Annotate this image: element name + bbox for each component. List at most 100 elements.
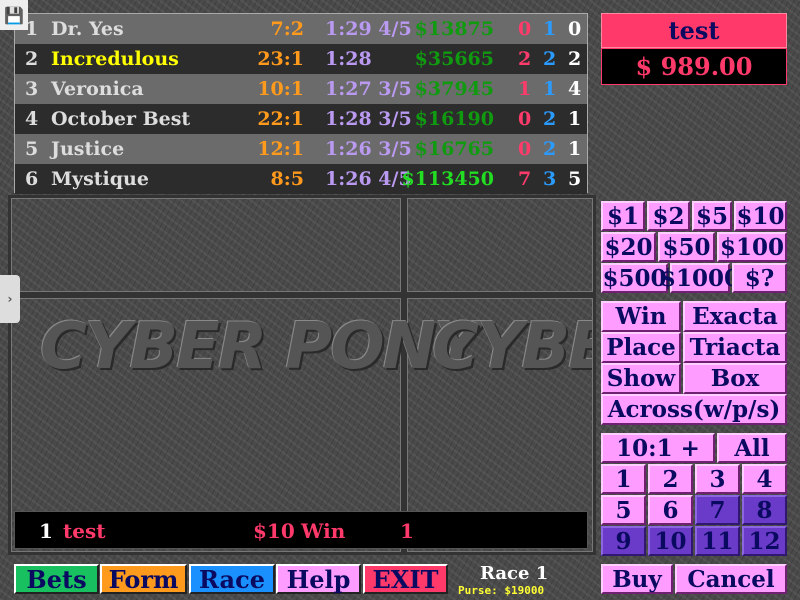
horse-odds: 7:2 xyxy=(270,18,304,40)
bet-type-show[interactable]: Show xyxy=(601,363,681,394)
amount-button[interactable]: $50 xyxy=(658,232,715,262)
horse-number: 2 xyxy=(25,48,39,70)
floppy-disk-icon[interactable]: 💾 xyxy=(0,0,28,30)
nav-race-button[interactable]: Race xyxy=(189,564,275,594)
horse-wins: 0 xyxy=(518,18,532,40)
horse-wins: 1 xyxy=(518,78,532,100)
filter-10to1-button[interactable]: 10:1 + xyxy=(601,433,715,463)
table-row[interactable]: 5 Justice 12:1 1:26 3/5 $16765 0 2 1 xyxy=(15,134,587,164)
amount-button[interactable]: $5 xyxy=(692,201,732,231)
nav-exit-button[interactable]: EXIT xyxy=(363,564,448,594)
horse-button-8[interactable]: 8 xyxy=(742,495,787,525)
table-row[interactable]: 3 Veronica 10:1 1:27 3/5 $37945 1 1 4 xyxy=(15,74,587,104)
nav-form-button[interactable]: Form xyxy=(100,564,187,594)
horse-earnings: $13875 xyxy=(414,18,494,40)
horse-number: 3 xyxy=(25,78,39,100)
bet-type-win[interactable]: Win xyxy=(601,301,681,332)
amount-button[interactable]: $100 xyxy=(717,232,787,262)
horse-time: 1:26 4/5 xyxy=(325,168,412,190)
horse-earnings: $16765 xyxy=(414,138,494,160)
horse-wins: 0 xyxy=(518,138,532,160)
horse-wins: 2 xyxy=(518,48,532,70)
horse-time: 1:29 4/5 xyxy=(325,18,412,40)
ticket-horse: 1 xyxy=(400,519,414,543)
background-panel xyxy=(404,195,596,295)
horse-button-2[interactable]: 2 xyxy=(648,464,693,494)
amount-button[interactable]: $1000 xyxy=(659,263,741,293)
horse-places: 2 xyxy=(543,48,557,70)
amount-button[interactable]: $1 xyxy=(601,201,645,231)
amount-button[interactable]: $10 xyxy=(734,201,787,231)
amount-button[interactable]: $500 xyxy=(601,263,668,293)
horse-name: Dr. Yes xyxy=(51,18,124,40)
amount-button[interactable]: $? xyxy=(732,263,787,293)
horse-shows: 0 xyxy=(568,18,582,40)
background-logo: CYBER PONY xyxy=(40,310,481,384)
horse-earnings: $113450 xyxy=(401,168,494,190)
horse-button-12[interactable]: 12 xyxy=(742,526,787,556)
background-panel xyxy=(8,295,404,555)
table-row[interactable]: 2 Incredulous 23:1 1:28 $35665 2 2 2 xyxy=(15,44,587,74)
horse-name: Justice xyxy=(51,138,125,160)
horse-shows: 5 xyxy=(568,168,582,190)
horse-shows: 4 xyxy=(568,78,582,100)
background-panel xyxy=(404,295,596,555)
player-name: test xyxy=(601,13,787,48)
horse-odds: 8:5 xyxy=(270,168,304,190)
table-row[interactable]: 1 Dr. Yes 7:2 1:29 4/5 $13875 0 1 0 xyxy=(15,14,587,44)
horse-name: October Best xyxy=(51,108,191,130)
ticket-number: 1 xyxy=(39,519,53,543)
horse-time: 1:26 3/5 xyxy=(325,138,412,160)
horse-earnings: $16190 xyxy=(414,108,494,130)
horse-table: 1 Dr. Yes 7:2 1:29 4/5 $13875 0 1 0 2 Incredulous… xyxy=(14,13,588,194)
ticket-type: Win xyxy=(301,519,346,543)
cancel-button[interactable]: Cancel xyxy=(675,564,787,594)
nav-help-button[interactable]: Help xyxy=(276,564,361,594)
nav-bets-button[interactable]: Bets xyxy=(14,564,99,594)
horse-places: 2 xyxy=(543,138,557,160)
buy-button[interactable]: Buy xyxy=(601,564,673,594)
horse-places: 3 xyxy=(543,168,557,190)
horse-button-1[interactable]: 1 xyxy=(601,464,646,494)
horse-button-7[interactable]: 7 xyxy=(695,495,740,525)
horse-earnings: $37945 xyxy=(414,78,494,100)
horse-places: 1 xyxy=(543,18,557,40)
race-title: Race 1 xyxy=(480,563,549,584)
horse-time: 1:28 3/5 xyxy=(325,108,412,130)
bet-ticket: 1 test $10 Win 1 xyxy=(14,511,588,549)
horse-shows: 1 xyxy=(568,138,582,160)
filter-all-button[interactable]: All xyxy=(717,433,787,463)
horse-places: 2 xyxy=(543,108,557,130)
horse-button-11[interactable]: 11 xyxy=(695,526,740,556)
ticket-player: test xyxy=(63,519,106,543)
horse-time: 1:27 3/5 xyxy=(325,78,412,100)
horse-number: 5 xyxy=(25,138,39,160)
amount-button[interactable]: $2 xyxy=(647,201,690,231)
race-purse: Purse: $19000 xyxy=(458,584,545,597)
horse-button-4[interactable]: 4 xyxy=(742,464,787,494)
bet-type-place[interactable]: Place xyxy=(601,332,681,363)
table-row[interactable]: 6 Mystique 8:5 1:26 4/5 $113450 7 3 5 xyxy=(15,164,587,194)
bet-type-exacta[interactable]: Exacta xyxy=(683,301,787,332)
amount-button[interactable]: $20 xyxy=(601,232,656,262)
player-balance: $ 989.00 xyxy=(601,48,787,85)
horse-button-10[interactable]: 10 xyxy=(648,526,693,556)
horse-wins: 7 xyxy=(518,168,532,190)
table-row[interactable]: 4 October Best 22:1 1:28 3/5 $16190 0 2 1 xyxy=(15,104,587,134)
horse-odds: 10:1 xyxy=(257,78,304,100)
chevron-right-icon[interactable]: › xyxy=(0,275,20,323)
horse-shows: 2 xyxy=(568,48,582,70)
horse-places: 1 xyxy=(543,78,557,100)
horse-name: Mystique xyxy=(51,168,149,190)
bet-type-acrosswps[interactable]: Across(w/p/s) xyxy=(601,394,787,425)
horse-button-9[interactable]: 9 xyxy=(601,526,646,556)
horse-odds: 12:1 xyxy=(257,138,304,160)
horse-number: 4 xyxy=(25,108,39,130)
horse-name: Veronica xyxy=(51,78,144,100)
horse-button-6[interactable]: 6 xyxy=(648,495,693,525)
bet-type-triacta[interactable]: Triacta xyxy=(683,332,787,363)
bet-type-box[interactable]: Box xyxy=(683,363,787,394)
horse-number: 1 xyxy=(25,18,39,40)
horse-button-3[interactable]: 3 xyxy=(695,464,740,494)
horse-button-5[interactable]: 5 xyxy=(601,495,646,525)
